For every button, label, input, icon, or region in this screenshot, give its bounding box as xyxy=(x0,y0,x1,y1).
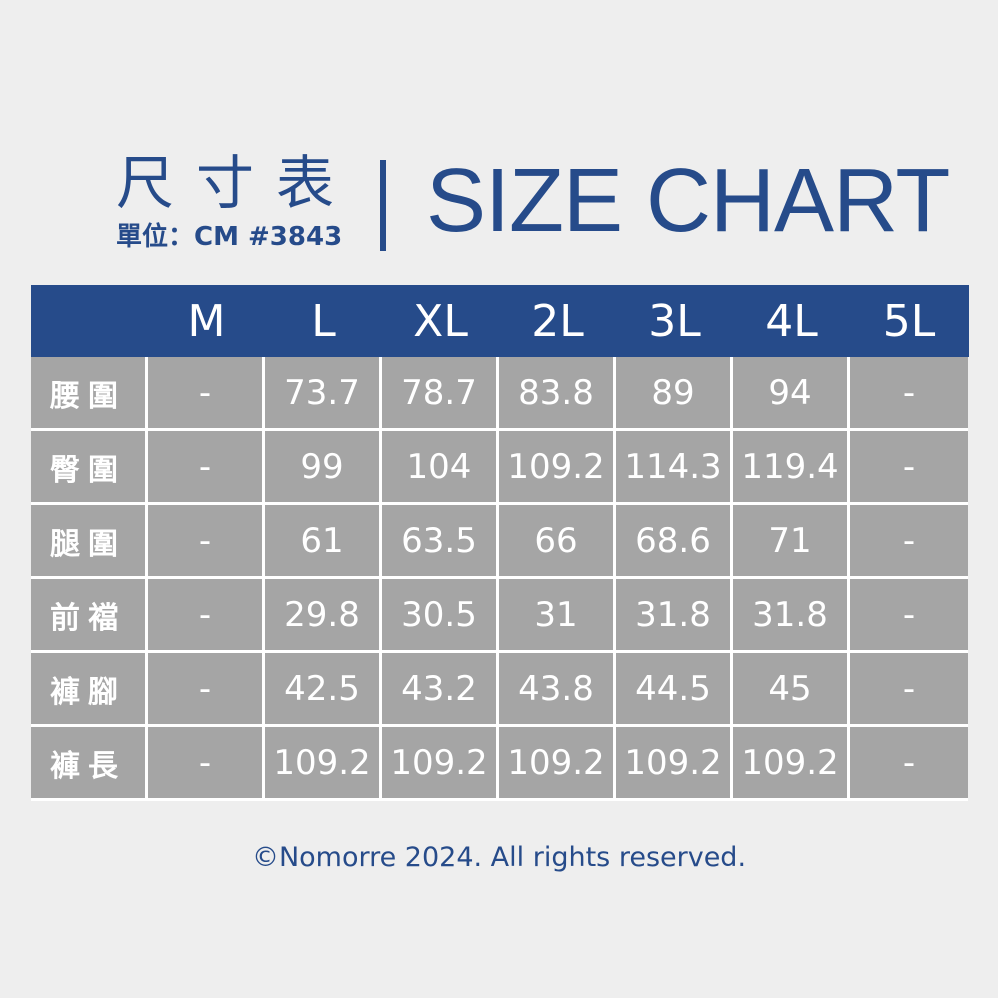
table-cell: 109.2 xyxy=(733,727,850,801)
table-cell: 114.3 xyxy=(616,431,733,505)
table-cell: 109.2 xyxy=(499,727,616,801)
table-cell: 42.5 xyxy=(265,653,382,727)
table-cell: - xyxy=(148,579,265,653)
table-cell: - xyxy=(148,505,265,579)
table-cell: 31 xyxy=(499,579,616,653)
column-header: 3L xyxy=(648,295,701,347)
table-row: 褲長 -109.2 109.2 109.2 109.2 109.2- xyxy=(31,727,969,801)
table-cell: - xyxy=(148,431,265,505)
table-row: 臀圍 -99 104 109.2 114.3 119.4- xyxy=(31,431,969,505)
table-cell: 45 xyxy=(733,653,850,727)
row-label: 前襠 xyxy=(31,579,148,653)
table-cell: 43.8 xyxy=(499,653,616,727)
table-cell: 63.5 xyxy=(382,505,499,579)
table-cell: 109.2 xyxy=(499,431,616,505)
table-cell: - xyxy=(850,727,968,801)
table-cell: 99 xyxy=(265,431,382,505)
table-cell: 30.5 xyxy=(382,579,499,653)
column-header xyxy=(31,285,148,357)
table-cell: - xyxy=(850,579,968,653)
row-label: 腿圍 xyxy=(31,505,148,579)
column-header: 4L xyxy=(765,295,818,347)
table-cell: - xyxy=(148,357,265,431)
title-chinese: 尺寸表 xyxy=(116,149,357,217)
table-row: 腿圍 -61 63.5 66 68.6 71- xyxy=(31,505,969,579)
table-cell: 61 xyxy=(265,505,382,579)
table-cell: - xyxy=(850,653,968,727)
table-cell: 94 xyxy=(733,357,850,431)
column-header: M xyxy=(187,295,226,347)
table-cell: 109.2 xyxy=(382,727,499,801)
table-cell: 43.2 xyxy=(382,653,499,727)
table-cell: 89 xyxy=(616,357,733,431)
table-cell: - xyxy=(850,431,968,505)
table-cell: - xyxy=(850,357,968,431)
table-cell: 109.2 xyxy=(265,727,382,801)
table-cell: 31.8 xyxy=(616,579,733,653)
size-table: M L XL 2L 3L 4L 5L 腰圍 -73.7 78.7 83.8 89 94- 臀圍 -99 104… xyxy=(31,285,969,801)
table-header-row: M L XL 2L 3L 4L 5L xyxy=(31,285,969,357)
table-cell: - xyxy=(148,653,265,727)
table-row: 褲腳 -42.5 43.2 43.8 44.5 45- xyxy=(31,653,969,727)
row-label: 褲長 xyxy=(31,727,148,801)
table-cell: 109.2 xyxy=(616,727,733,801)
column-header: 5L xyxy=(882,295,936,347)
column-header: L xyxy=(311,295,336,347)
table-cell: 66 xyxy=(499,505,616,579)
table-cell: - xyxy=(148,727,265,801)
table-cell: 68.6 xyxy=(616,505,733,579)
table-cell: 31.8 xyxy=(733,579,850,653)
table-cell: 71 xyxy=(733,505,850,579)
table-row: 腰圍 -73.7 78.7 83.8 89 94- xyxy=(31,357,969,431)
table-row: 前襠 -29.8 30.5 31 31.8 31.8- xyxy=(31,579,969,653)
copyright-footer: ©Nomorre 2024. All rights reserved. xyxy=(251,842,747,873)
row-label: 腰圍 xyxy=(31,357,148,431)
table-cell: 73.7 xyxy=(265,357,382,431)
column-header: 2L xyxy=(531,295,584,347)
title-divider xyxy=(380,160,386,251)
row-label: 褲腳 xyxy=(31,653,148,727)
table-cell: 44.5 xyxy=(616,653,733,727)
row-label: 臀圍 xyxy=(31,431,148,505)
table-cell: 119.4 xyxy=(733,431,850,505)
title-english: SIZE CHART xyxy=(426,151,950,251)
table-cell: 78.7 xyxy=(382,357,499,431)
table-cell: 104 xyxy=(382,431,499,505)
table-cell: - xyxy=(850,505,968,579)
table-cell: 83.8 xyxy=(499,357,616,431)
table-cell: 29.8 xyxy=(265,579,382,653)
column-header: XL xyxy=(413,295,468,347)
unit-label: 單位：CM #3843 xyxy=(116,222,343,252)
